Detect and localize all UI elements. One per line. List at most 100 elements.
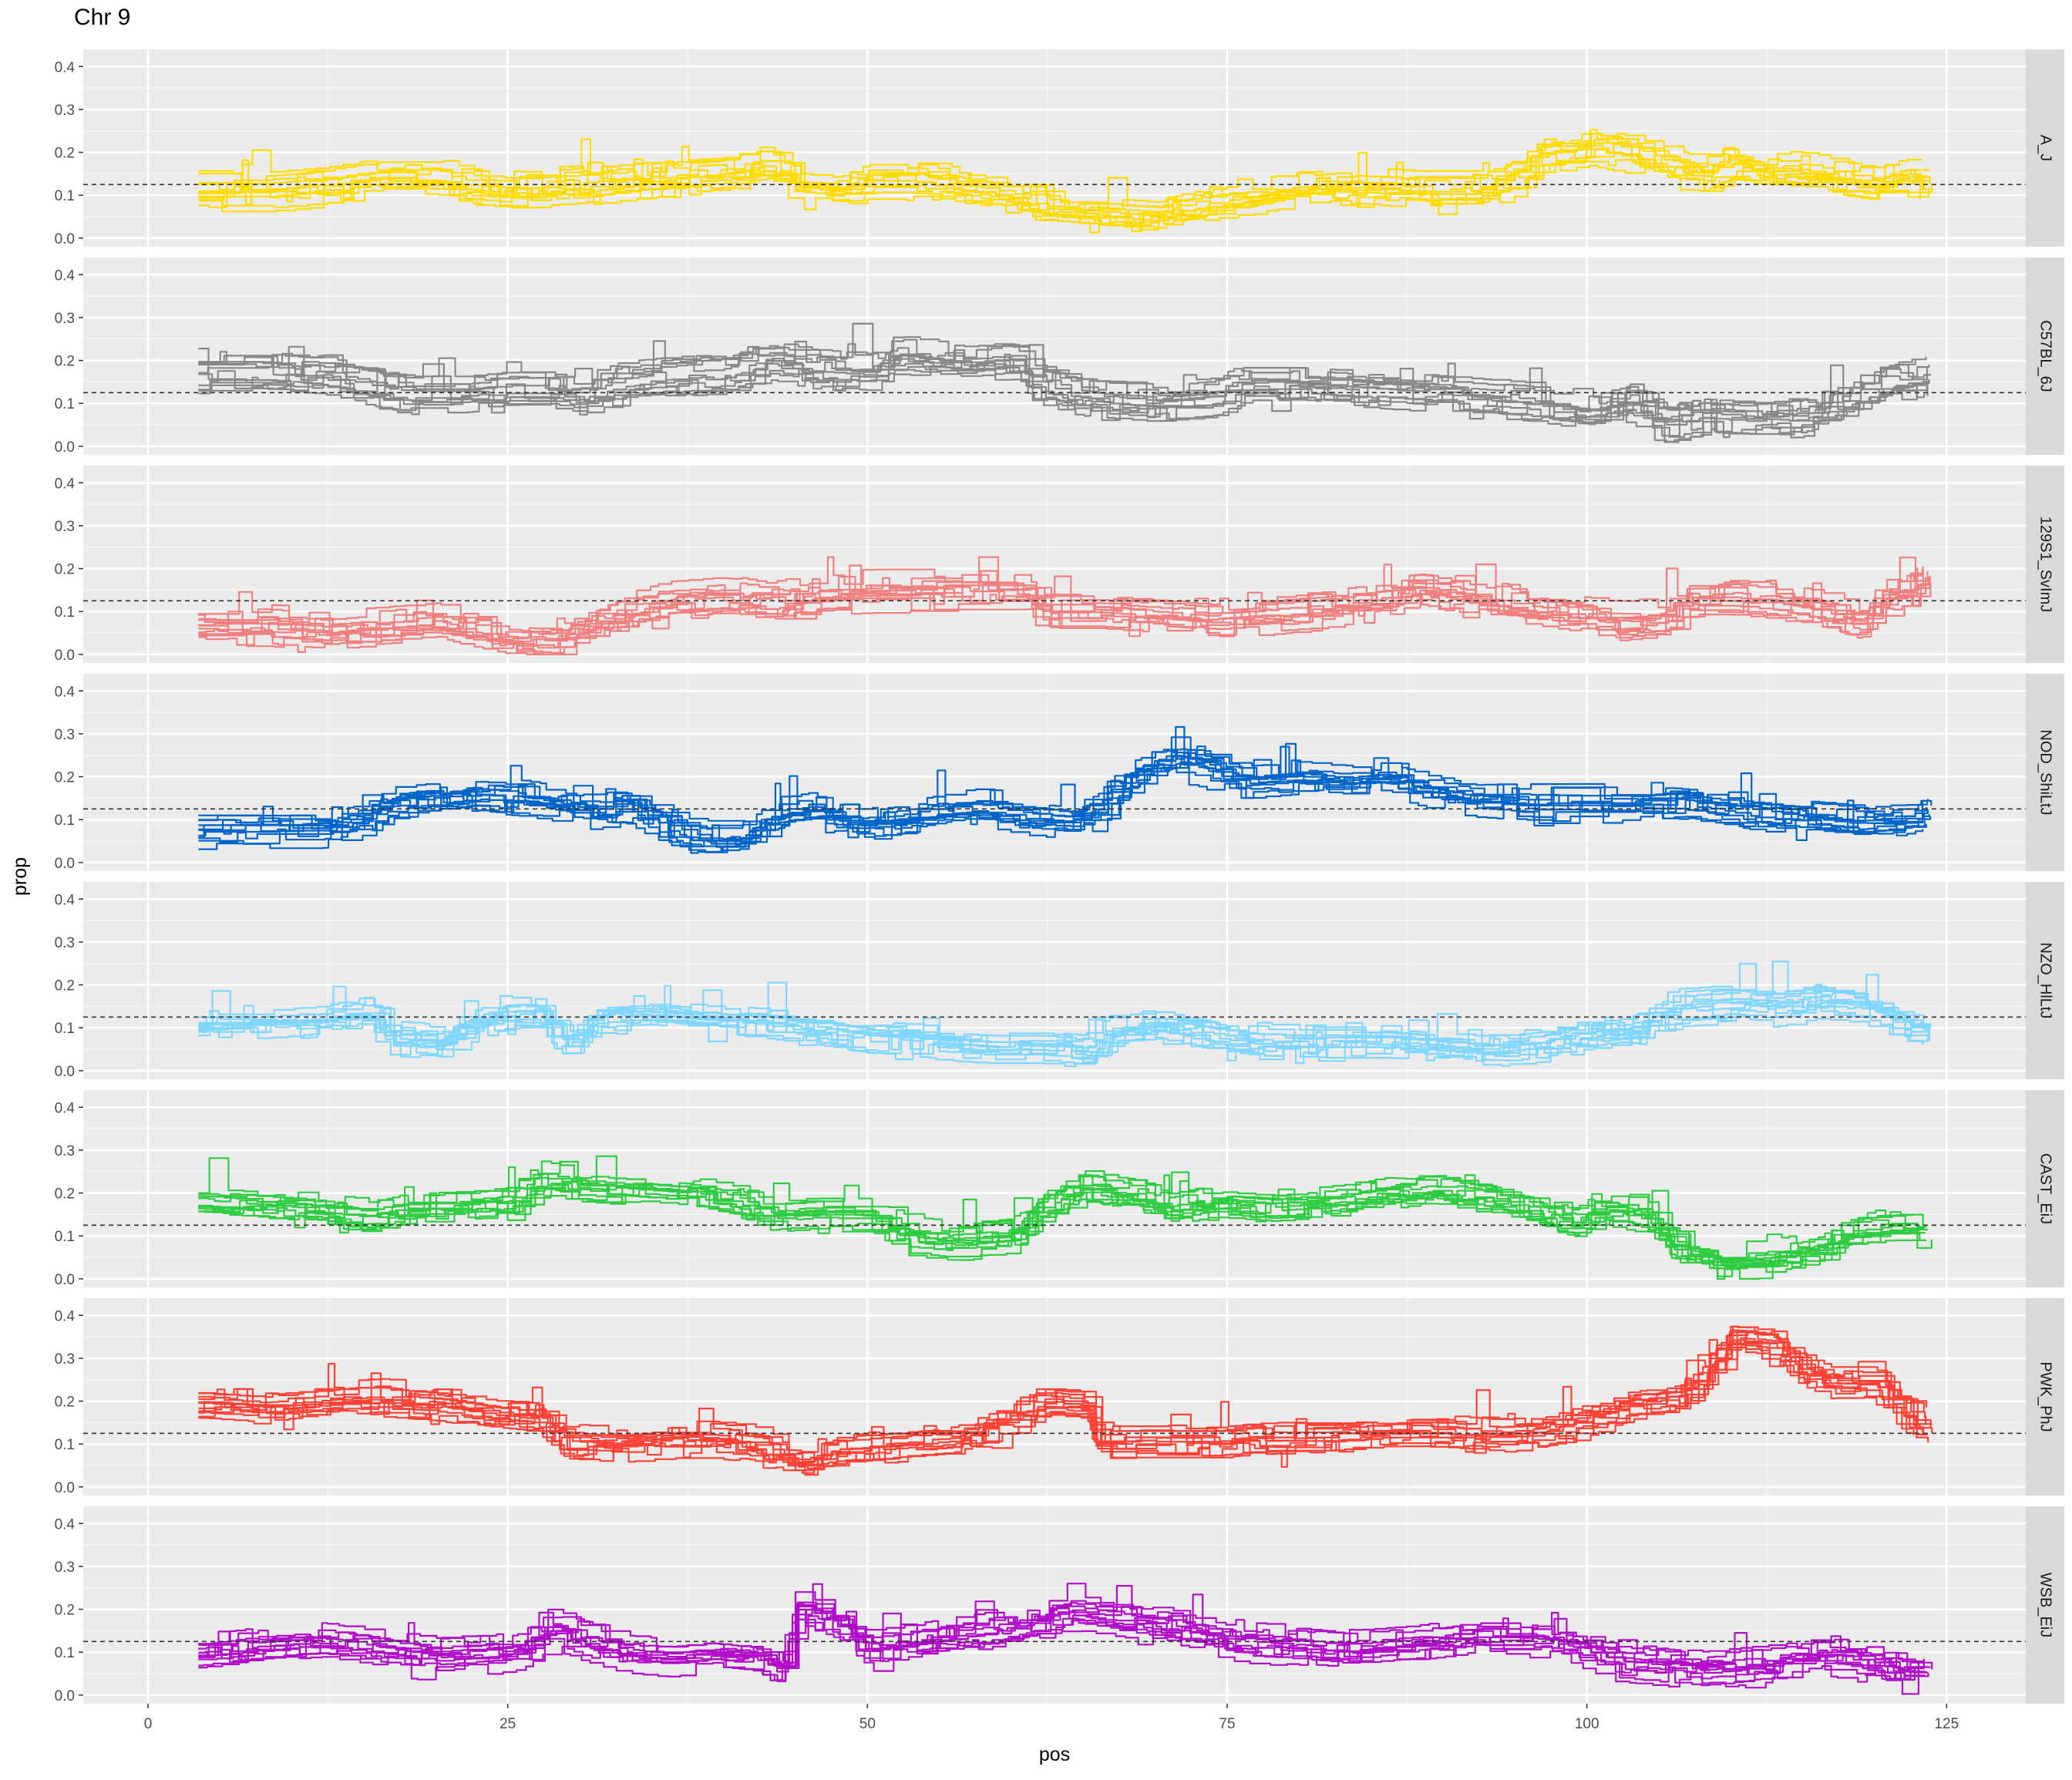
x-tick-label: 75 <box>1219 1716 1235 1732</box>
panel-wsb_eij: 0.0 0.1 0.2 0.3 0.4 WSB_EiJ <box>55 1506 2064 1704</box>
series-group <box>198 725 1932 854</box>
y-tick-label: 0.4 <box>55 1100 76 1116</box>
x-tick-label: 50 <box>859 1716 876 1732</box>
y-tick-label: 0.3 <box>55 1143 75 1159</box>
series-line <box>198 1329 1932 1469</box>
y-tick-label: 0.0 <box>55 1688 75 1704</box>
y-tick-label: 0.0 <box>55 439 75 456</box>
panel-background <box>83 674 2026 871</box>
facet-strip <box>2026 1506 2064 1704</box>
y-tick-label: 0.4 <box>55 268 76 284</box>
series-line <box>198 344 1931 421</box>
y-tick-label: 0.3 <box>55 519 75 535</box>
series-group <box>198 556 1932 655</box>
y-tick-label: 0.3 <box>55 935 75 951</box>
facet-strip <box>2026 466 2064 663</box>
facet-strip-label: A_J <box>2037 135 2054 161</box>
series-line <box>198 1173 1913 1261</box>
y-tick-label: 0.2 <box>55 354 75 370</box>
y-tick-label: 0.2 <box>55 1603 75 1619</box>
y-tick-label: 0.3 <box>55 1351 75 1368</box>
y-tick-label: 0.4 <box>55 1308 76 1324</box>
y-tick-label: 0.2 <box>55 1395 75 1411</box>
y-tick-label: 0.0 <box>55 1480 75 1496</box>
series-line <box>198 574 1915 638</box>
panel-a_j: 0.0 0.1 0.2 0.3 0.4 A_J <box>55 49 2064 247</box>
y-tick-label: 0.2 <box>55 562 75 578</box>
series-line <box>198 1166 1929 1277</box>
y-tick-label: 0.4 <box>55 1516 76 1533</box>
y-tick-label: 0.1 <box>55 396 75 412</box>
y-tick-label: 0.0 <box>55 1272 75 1288</box>
y-tick-label: 0.3 <box>55 103 75 119</box>
y-tick-label: 0.0 <box>55 856 75 872</box>
y-tick-label: 0.0 <box>55 648 75 664</box>
series-line <box>198 1585 1926 1677</box>
x-tick-label: 100 <box>1575 1716 1599 1732</box>
series-line <box>198 1180 1932 1264</box>
facet-strip <box>2026 257 2064 455</box>
y-tick-label: 0.3 <box>55 311 75 327</box>
y-tick-label: 0.2 <box>55 770 75 786</box>
y-tick-label: 0.1 <box>55 1645 75 1661</box>
facet-strip-label: NOD_ShiLtJ <box>2037 729 2054 815</box>
y-tick-label: 0.4 <box>55 476 76 492</box>
series-group <box>198 1325 1933 1476</box>
series-line <box>198 1325 1933 1464</box>
y-tick-label: 0.1 <box>55 1437 75 1453</box>
y-tick-label: 0.4 <box>55 59 76 76</box>
facet-strip <box>2026 674 2064 871</box>
series-line <box>198 1155 1920 1261</box>
series-line <box>198 133 1930 220</box>
series-line <box>198 348 1927 437</box>
series-group <box>198 322 1931 443</box>
y-tick-label: 0.0 <box>55 1064 75 1080</box>
y-tick-label: 0.2 <box>55 1186 75 1203</box>
panel-cast_eij: 0.0 0.1 0.2 0.3 0.4 CAST_EiJ <box>55 1090 2064 1288</box>
series-line <box>198 1614 1926 1681</box>
y-axis-title: prop <box>9 857 31 896</box>
y-tick-label: 0.3 <box>55 1560 75 1576</box>
y-tick-label: 0.3 <box>55 727 75 743</box>
series-line <box>198 998 1929 1064</box>
chart-title: Chr 9 <box>74 5 131 30</box>
y-tick-label: 0.2 <box>55 146 75 162</box>
series-line <box>198 564 1932 654</box>
series-line <box>198 556 1929 653</box>
y-tick-label: 0.1 <box>55 1021 75 1037</box>
series-line <box>198 748 1928 826</box>
panel-c57bl_6j: 0.0 0.1 0.2 0.3 0.4 C57BL_6J <box>55 257 2064 456</box>
panel-pwk_phj: 0.0 0.1 0.2 0.3 0.4 PWK_PhJ <box>55 1298 2064 1496</box>
series-line <box>198 343 1916 419</box>
y-tick-label: 0.1 <box>55 1229 75 1245</box>
facet-strip <box>2026 1090 2064 1287</box>
facet-strip <box>2026 49 2064 247</box>
series-group <box>198 961 1932 1068</box>
series-line <box>198 1618 1919 1695</box>
series-group <box>198 1583 1933 1695</box>
facet-strip-label: CAST_EiJ <box>2037 1153 2054 1224</box>
series-line <box>198 745 1926 848</box>
y-tick-label: 0.1 <box>55 188 75 204</box>
series-line <box>198 1183 1921 1266</box>
y-tick-label: 0.1 <box>55 813 75 829</box>
facet-strip-label: PWK_PhJ <box>2037 1361 2054 1432</box>
series-line <box>198 764 1924 848</box>
series-line <box>198 1337 1928 1474</box>
x-tick-label: 125 <box>1934 1716 1959 1732</box>
series-line <box>198 564 1927 647</box>
series-line <box>198 353 1929 426</box>
y-tick-label: 0.0 <box>55 231 75 247</box>
y-tick-label: 0.4 <box>55 684 76 700</box>
series-line <box>198 129 1930 217</box>
facet-strip <box>2026 1298 2064 1496</box>
y-tick-label: 0.2 <box>55 978 75 994</box>
series-line <box>198 745 1932 842</box>
series-line <box>198 1346 1925 1472</box>
series-group <box>198 1155 1932 1280</box>
series-line <box>198 1608 1929 1683</box>
facet-strip-label: 129S1_SvImJ <box>2037 517 2054 613</box>
x-axis-title: pos <box>1039 1744 1070 1765</box>
